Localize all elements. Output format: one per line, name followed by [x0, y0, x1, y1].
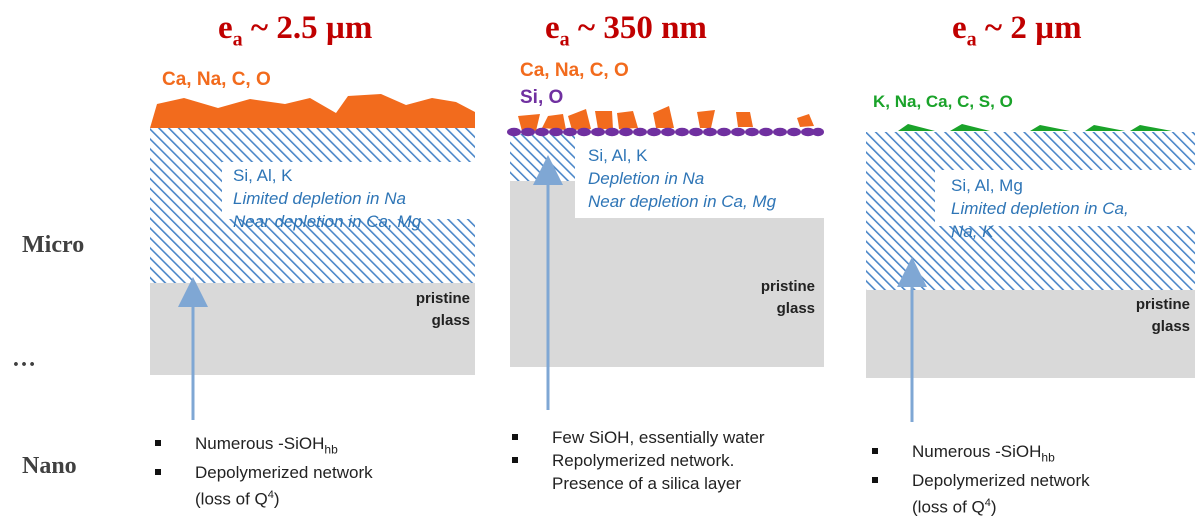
panel-1-layer-text: Si, Al, K Limited depletion in Na Near d… — [233, 166, 422, 231]
panel-3-layer-text: Si, Al, Mg Limited depletion in Ca, Na, … — [951, 176, 1129, 241]
panel-2-pristine-label: pristine glass — [760, 278, 815, 317]
panel-1-title: ea ~ 2.5 µm — [218, 10, 373, 51]
side-label-ellipsis: … — [12, 346, 36, 372]
panel-1-deposit — [150, 94, 475, 128]
list-item: Numerous -SiOHhb — [872, 440, 1090, 469]
panel-3-title: ea ~ 2 µm — [952, 10, 1082, 51]
panel-3-pristine-label: pristine glass — [1135, 296, 1190, 335]
panel-3-layer-text-box — [935, 170, 1195, 226]
panel-1-layer-text-box — [222, 162, 475, 219]
list-item: Presence of a silica layer — [552, 474, 741, 493]
panel-3-pristine-text-box — [1128, 291, 1195, 339]
list-item: Depolymerized network — [872, 469, 1090, 492]
list-item: Numerous -SiOHhb — [155, 432, 373, 461]
list-item: Repolymerized network. — [512, 449, 765, 472]
panel-2-altered-layer — [510, 134, 575, 181]
panel-2-title: ea ~ 350 nm — [545, 10, 707, 51]
panel-1-deposit-label: Ca, Na, C, O — [162, 69, 271, 90]
panel-1-pristine-label: pristine glass — [415, 290, 470, 329]
panel-1-graphics — [150, 94, 475, 420]
panel-2-layer-text-box — [575, 134, 824, 218]
list-item: Depolymerized network — [155, 461, 373, 484]
panel-3-graphics — [866, 124, 1195, 422]
panel-2-graphics — [507, 106, 824, 410]
panel-1-bullet-list: Numerous -SiOHhb Depolymerized network (… — [155, 432, 373, 511]
panel-2-silica-layer — [507, 127, 824, 137]
panel-3-bullet-list: Numerous -SiOHhb Depolymerized network (… — [872, 440, 1090, 519]
side-label-nano: Nano — [22, 453, 77, 479]
panel-2-deposit-label: Ca, Na, C, O — [520, 60, 629, 81]
panel-2-layer-text: Si, Al, K Depletion in Na Near depletion… — [588, 146, 777, 211]
panel-3-deposit-label: K, Na, Ca, C, S, O — [873, 92, 1013, 111]
panel-1-pristine-text-box — [412, 284, 475, 332]
side-label-micro: Micro — [22, 232, 85, 258]
panel-2-deposit — [518, 106, 814, 131]
panel-2-silica-label: Si, O — [520, 87, 564, 108]
list-item: (loss of Q4) — [195, 489, 280, 510]
panel-2-bullet-list: Few SiOH, essentially water Repolymerize… — [512, 426, 765, 495]
list-item: (loss of Q4) — [912, 497, 997, 518]
panel-3-deposit — [898, 124, 1172, 131]
list-item: Few SiOH, essentially water — [512, 426, 765, 449]
